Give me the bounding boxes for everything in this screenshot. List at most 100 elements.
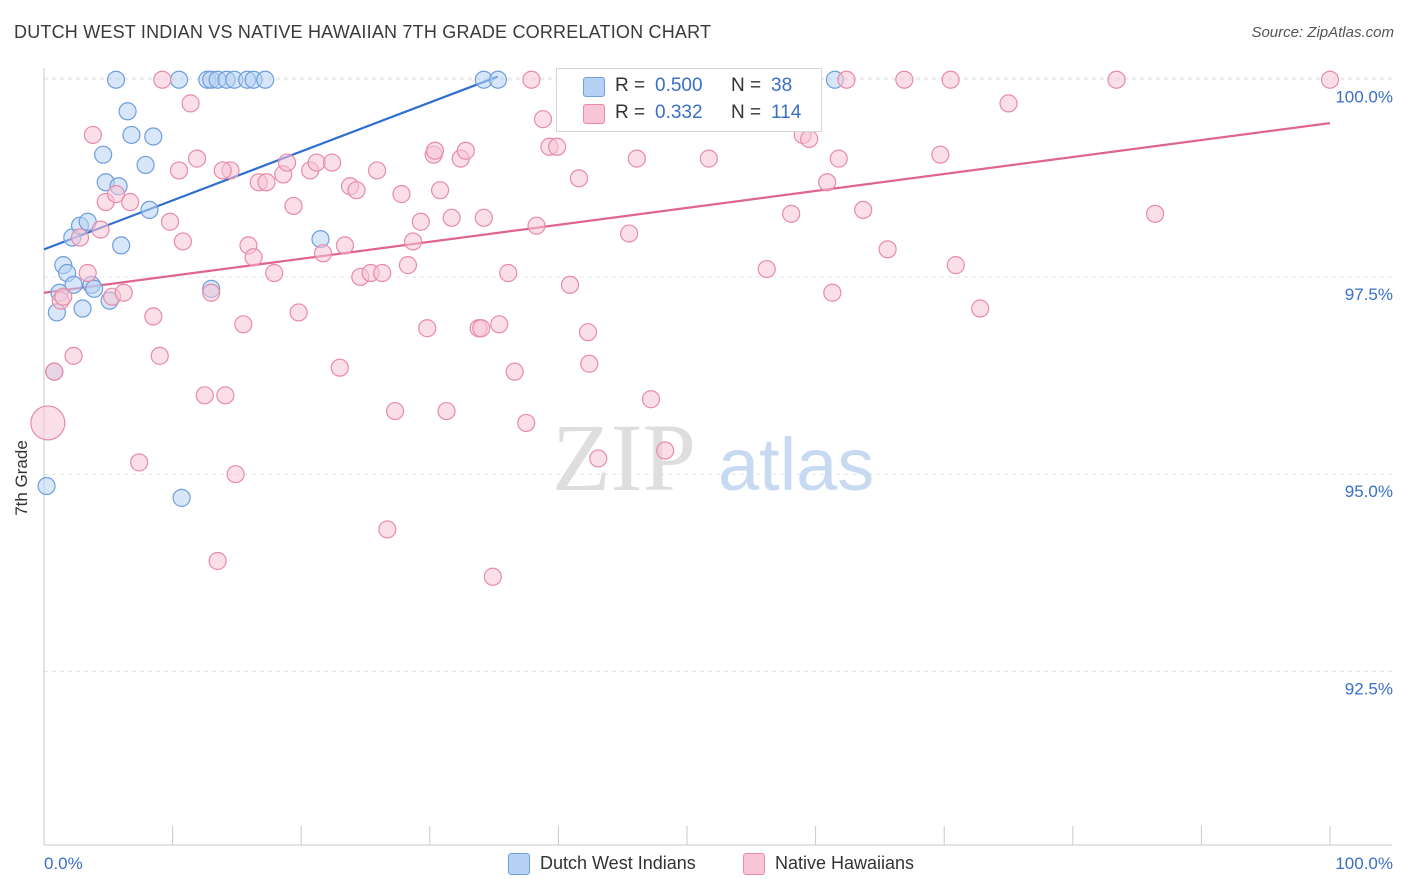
y-tick-label: 95.0% [1345,482,1393,501]
y-tick-label: 100.0% [1335,88,1393,107]
native-hawaiian-point [522,70,541,89]
dutch-west-indian-point [112,236,131,255]
dutch-west-indian-point [106,70,126,89]
dutch-west-indian-trendline [43,75,499,251]
native-hawaiian-point [1320,70,1340,89]
native-hawaiian-point [757,259,776,279]
r-label: R = [615,102,646,123]
native-hawaiian-point [580,354,599,373]
native-hawaiian-point [941,70,960,89]
dutch-west-indian-point [85,279,104,298]
native-hawaiian-point [91,220,110,239]
native-hawaiian-point [257,173,276,192]
native-hawaiian-point [474,208,493,227]
native-hawaiian-point [946,256,965,275]
native-hawaiian-point [216,386,235,405]
dutch-west-indian-point [122,125,141,145]
native-hawaiian-point [208,551,227,571]
dutch-west-indian-point [488,70,508,89]
dutch-west-indian-point [172,488,191,507]
native-hawaiian-point [641,390,661,409]
native-hawaiian-point [398,256,418,275]
native-hawaiian-point [385,401,405,421]
native-hawaiian-point [160,212,180,231]
dutch-west-indian-point [144,127,163,146]
blue-legend-swatch-icon [508,853,530,875]
native-hawaiian-point [505,362,524,381]
correlation-legend: R = 0.500 N = 38 R = 0.332 N = 114 [556,68,822,132]
native-hawaiian-point [322,153,342,172]
watermark: ZIP atlas [552,404,874,511]
native-hawaiian-point [187,149,207,168]
native-hawaiian-point [83,125,102,145]
native-hawaiian-point [456,141,475,160]
native-hawaiian-point [244,248,263,267]
y-axis-title: 7th Grade [12,440,42,520]
chart-title: DUTCH WEST INDIAN VS NATIVE HAWAIIAN 7TH… [14,22,712,42]
native-hawaiian-point [265,263,284,283]
native-hawaiian-point [560,275,580,294]
native-hawaiian-point [181,94,200,113]
native-hawaiian-point [620,224,639,243]
watermark-zip: ZIP [552,404,696,511]
native-hawaiian-point [284,196,303,216]
native-hawaiian-point [130,453,149,472]
native-hawaiian-point [656,441,675,460]
native-hawaiian-point [425,141,445,160]
native-hawaiian-point [70,228,90,247]
native-hawaiian-point [472,319,491,338]
native-hawaiian-point [569,169,589,188]
native-hawaiian-point [1107,70,1126,89]
native-hawaiian-point [527,216,546,235]
native-hawaiian-point [499,263,518,283]
native-hawaiian-point [378,520,397,539]
legend-row-dutch-west-indians: R = 0.500 N = 38 [557,74,821,100]
dutch-west-indian-point [256,70,275,89]
native-hawaiian-point [144,307,163,326]
dutch-west-indian-point [140,200,159,219]
native-hawaiian-point [114,283,133,302]
n-label: N = [731,75,762,96]
native-hawaiian-point [45,362,64,381]
dutch-west-indian-point [169,70,189,89]
native-hawaiian-point [837,70,856,89]
n-label: N = [731,102,762,123]
native-hawaiian-point [490,315,509,334]
r-value: 0.332 [655,102,703,123]
native-hawaiian-point [30,405,66,441]
native-hawaiian-point [578,323,598,342]
native-hawaiian-point [895,70,914,89]
r-label: R = [615,75,646,96]
native-hawaiian-point [330,358,349,377]
dutch-west-indian-point [37,476,56,496]
native-hawaiian-point [54,287,73,306]
dutch-west-indian-point [64,275,83,294]
native-hawaiian-point [533,110,553,129]
legend-label-native-hawaiians: Native Hawaiians [775,853,915,873]
native-hawaiian-point [829,149,848,168]
dutch-west-indian-point [73,299,92,318]
y-axis-title-text: 7th Grade [11,440,31,516]
native-hawaiian-point [589,449,608,468]
native-hawaiian-point [854,200,873,219]
native-hawaiian-point [1146,204,1165,223]
tick-labels: 100.0% 97.5% 95.0% 92.5% 0.0% 100.0% [44,88,1393,873]
native-hawaiian-point [195,386,214,405]
legend-label-dutch-west-indians: Dutch West Indians [540,853,696,873]
native-hawaiian-point [277,153,297,172]
native-hawaiian-point [437,401,456,421]
watermark-atlas: atlas [718,423,874,506]
r-value: 0.500 [655,75,703,96]
native-hawaiian-point [418,319,437,338]
native-hawaiian-point [173,232,192,251]
n-value: 114 [771,102,802,123]
legend-row-native-hawaiians: R = 0.332 N = 114 [557,101,821,127]
native-hawaiian-point [213,161,232,180]
blue-swatch-icon [583,77,605,97]
native-hawaiian-point [289,303,308,322]
native-hawaiian-point [818,173,837,192]
native-hawaiian-point [64,346,83,365]
native-hawaiian-point [367,161,387,180]
y-tick-label: 92.5% [1345,679,1393,698]
